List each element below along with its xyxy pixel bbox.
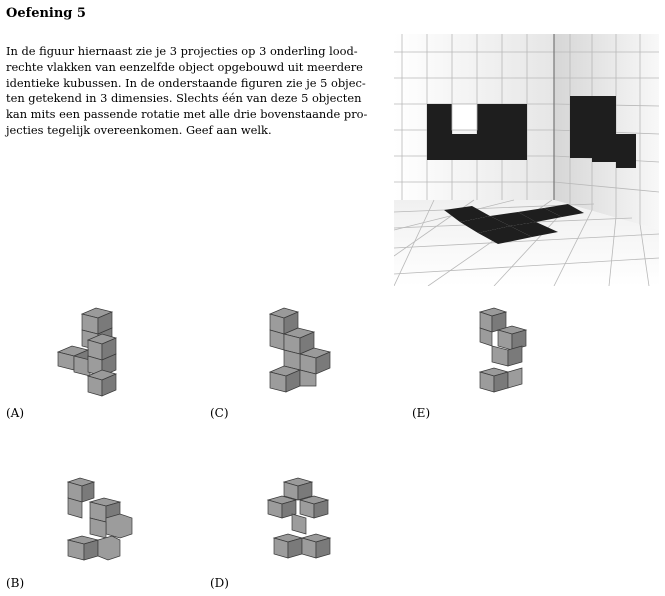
- text-line: identieke kubussen. In de onderstaande f…: [6, 75, 366, 90]
- object-a: [56, 307, 118, 397]
- exercise-title: Oefening 5: [6, 6, 86, 21]
- text-line: kan mits een passende rotatie met alle d…: [6, 107, 368, 122]
- back-wall-projection: [394, 34, 554, 200]
- text-line: In de figuur hiernaast zie je 3 projecti…: [6, 44, 358, 58]
- object-b: [66, 477, 133, 561]
- side-wall-projection: [553, 34, 659, 230]
- option-b-label: (B): [6, 576, 25, 590]
- option-c-label: (C): [210, 406, 229, 420]
- text-line: ten getekend in 3 dimensies. Slechts één…: [6, 91, 362, 106]
- text-line: jecties tegelijk overeenkomen. Geef aan …: [6, 122, 272, 137]
- option-a-label: (A): [6, 406, 25, 420]
- object-c: [268, 307, 332, 393]
- object-e: [478, 307, 528, 393]
- object-d: [266, 477, 332, 559]
- text-line: rechte vlakken van eenzelfde object opge…: [6, 59, 363, 74]
- option-e-label: (E): [412, 406, 431, 420]
- projection-figure: [394, 34, 659, 286]
- floor-projection: [394, 199, 659, 286]
- option-d-label: (D): [210, 576, 229, 590]
- exercise-text: In de figuur hiernaast zie je 3 projecti…: [6, 44, 370, 139]
